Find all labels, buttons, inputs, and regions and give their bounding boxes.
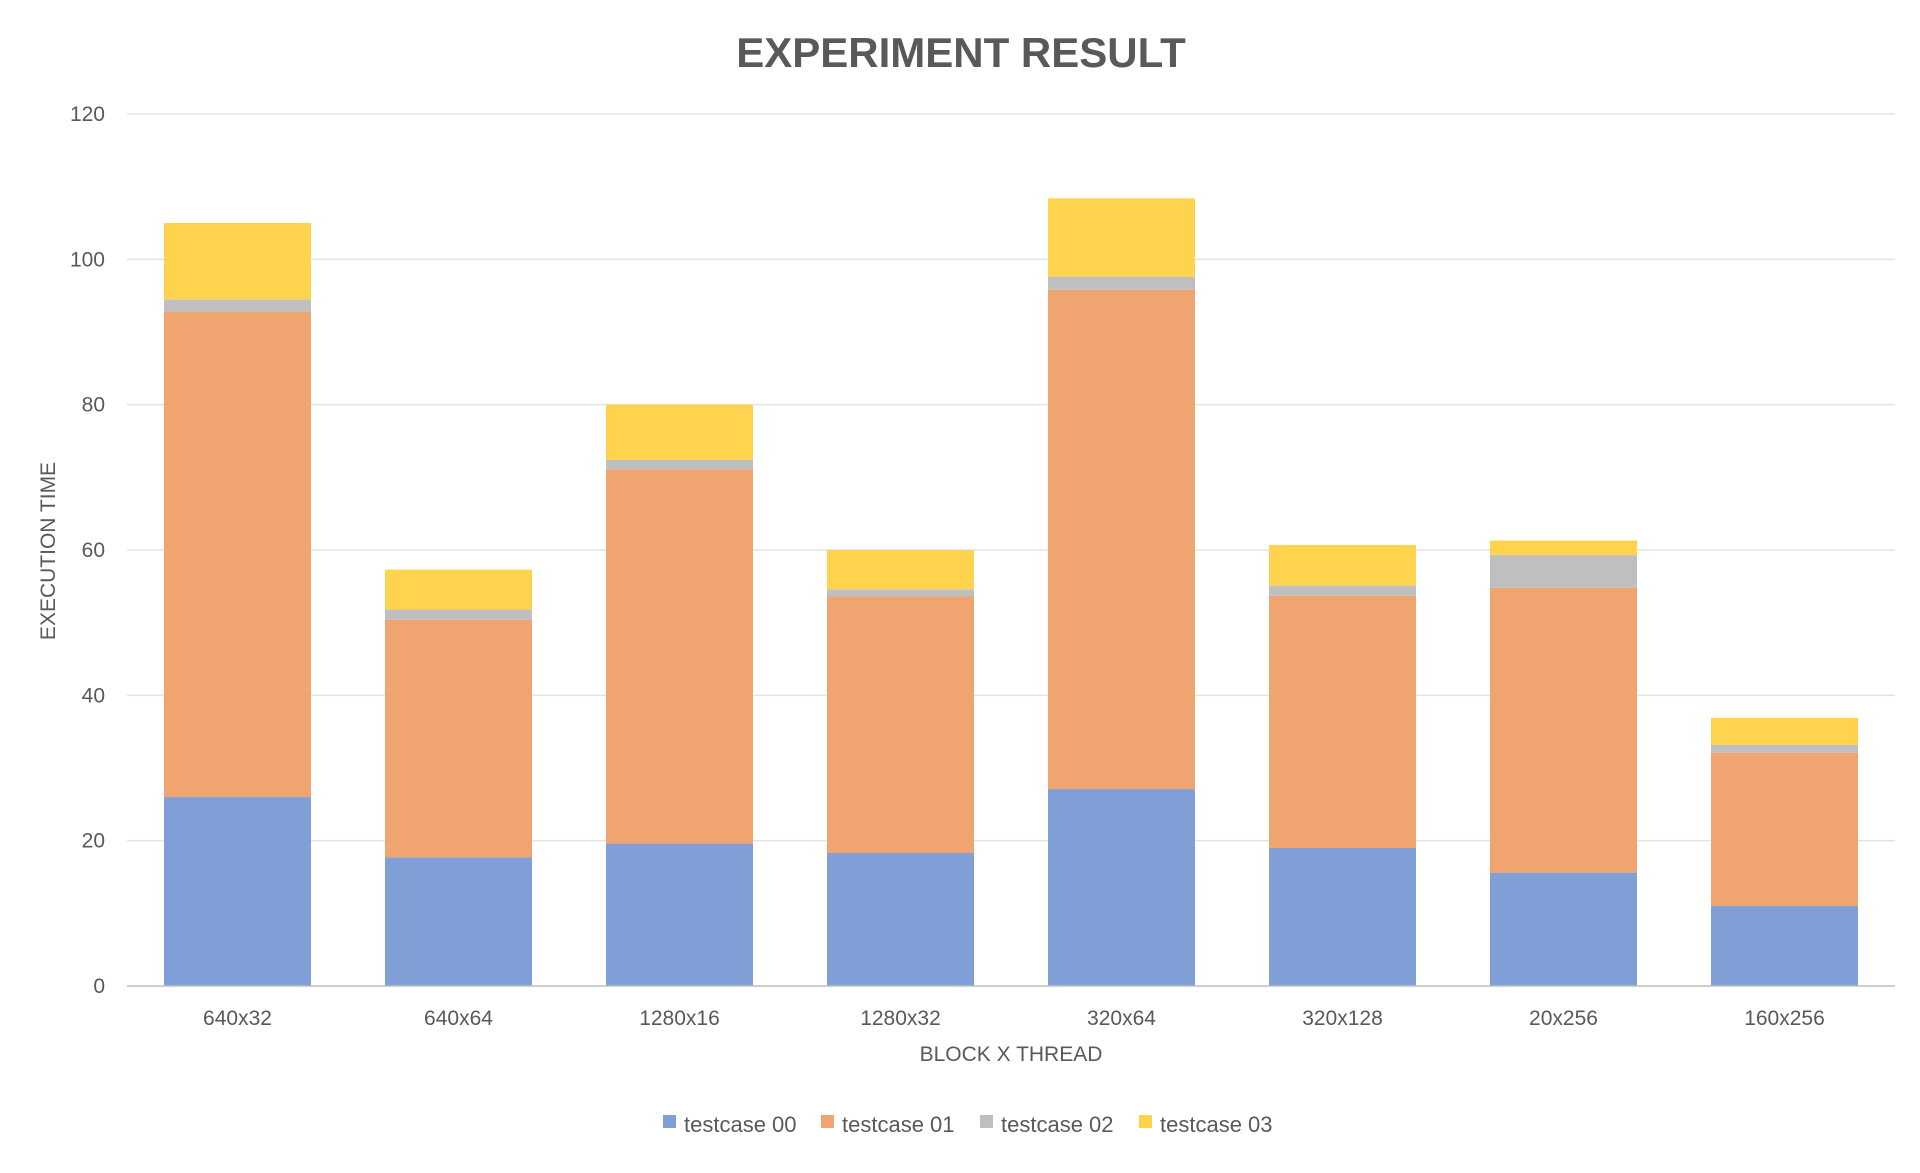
bar-segment bbox=[1269, 544, 1416, 586]
bar-segment bbox=[1269, 847, 1416, 986]
bar-segment bbox=[827, 596, 974, 854]
bar-segment bbox=[827, 589, 974, 597]
y-tick-label: 20 bbox=[82, 830, 105, 853]
bar-segment bbox=[1048, 289, 1195, 790]
bar-segment bbox=[1711, 744, 1858, 753]
legend-swatch bbox=[821, 1115, 834, 1128]
bar-segment bbox=[1490, 540, 1637, 556]
x-tick-label: 320x64 bbox=[1087, 1007, 1156, 1030]
x-tick-label: 1280x32 bbox=[860, 1007, 941, 1030]
bar-segment bbox=[1269, 585, 1416, 596]
x-axis-tick-labels: 640x32 640x64 1280x16 1280x32 320x64 320x128 2… bbox=[203, 1007, 1825, 1030]
legend-label: testcase 02 bbox=[1001, 1112, 1114, 1137]
y-tick-label: 80 bbox=[82, 394, 105, 417]
bar-segment bbox=[606, 843, 753, 986]
bar-segment bbox=[827, 853, 974, 986]
bar-segment bbox=[385, 857, 532, 986]
bar-segment bbox=[1711, 717, 1858, 745]
x-axis-title: BLOCK X THREAD bbox=[920, 1043, 1103, 1066]
bar-segment bbox=[606, 459, 753, 470]
bar-segment bbox=[1711, 752, 1858, 907]
chart-title: EXPERIMENT RESULT bbox=[736, 29, 1186, 76]
bar-segment bbox=[385, 569, 532, 610]
bar-segment bbox=[1490, 555, 1637, 588]
y-tick-label: 100 bbox=[70, 248, 105, 271]
bar-segment bbox=[164, 311, 311, 798]
y-axis-title: EXECUTION TIME bbox=[37, 462, 60, 640]
legend-label: testcase 03 bbox=[1160, 1112, 1273, 1137]
legend: testcase 00 testcase 01 testcase 02 testcas… bbox=[663, 1112, 1273, 1137]
y-tick-label: 60 bbox=[82, 539, 105, 562]
bar-segment bbox=[1048, 198, 1195, 277]
legend-label: testcase 00 bbox=[684, 1112, 797, 1137]
y-tick-label: 0 bbox=[93, 975, 105, 998]
legend-swatch bbox=[980, 1115, 993, 1128]
bar-segment bbox=[827, 550, 974, 590]
y-tick-label: 40 bbox=[82, 684, 105, 707]
bar-segment bbox=[385, 609, 532, 620]
x-tick-label: 640x32 bbox=[203, 1007, 272, 1030]
bar-segment bbox=[1048, 789, 1195, 986]
bar-segment bbox=[164, 299, 311, 312]
bar-segment bbox=[164, 797, 311, 986]
y-tick-label: 120 bbox=[70, 103, 105, 126]
legend-swatch bbox=[1139, 1115, 1152, 1128]
x-tick-label: 640x64 bbox=[424, 1007, 493, 1030]
bar-segment bbox=[1269, 595, 1416, 848]
x-tick-label: 20x256 bbox=[1529, 1007, 1598, 1030]
bar-segment bbox=[1490, 872, 1637, 986]
bar-segment bbox=[606, 469, 753, 844]
y-axis-tick-labels: 0 20 40 60 80 100 120 bbox=[70, 103, 105, 998]
x-tick-label: 160x256 bbox=[1744, 1007, 1825, 1030]
x-tick-label: 1280x16 bbox=[639, 1007, 720, 1030]
bar-segment bbox=[606, 404, 753, 460]
bar-segment bbox=[1048, 276, 1195, 290]
bar-segment bbox=[385, 619, 532, 858]
bars bbox=[164, 198, 1858, 986]
x-tick-label: 320x128 bbox=[1302, 1007, 1383, 1030]
bar-segment bbox=[1490, 587, 1637, 873]
legend-label: testcase 01 bbox=[842, 1112, 955, 1137]
bar-segment bbox=[164, 223, 311, 300]
bar-segment bbox=[1711, 906, 1858, 986]
legend-swatch bbox=[663, 1115, 676, 1128]
